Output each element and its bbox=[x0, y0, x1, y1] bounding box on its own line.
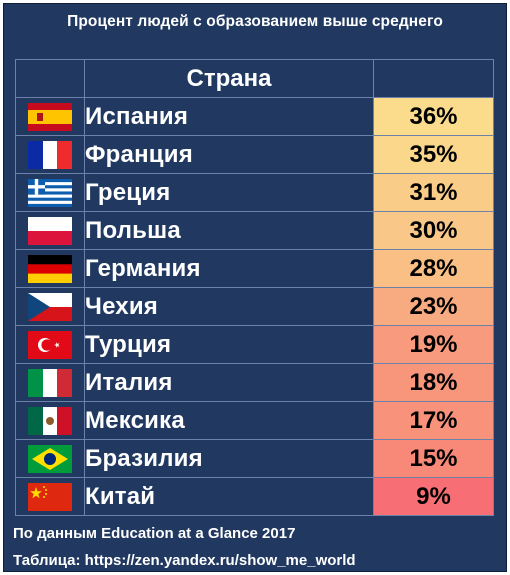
country-name: Германия bbox=[84, 249, 374, 288]
credit-note: Таблица: https://zen.yandex.ru/show_me_w… bbox=[13, 552, 356, 569]
country-name: Польша bbox=[84, 211, 374, 250]
country-name: Франция bbox=[84, 135, 374, 174]
table-row: Франция 35% bbox=[15, 135, 494, 174]
table-frame: Процент людей с образованием выше средне… bbox=[3, 3, 507, 572]
mexico-flag-icon bbox=[28, 406, 72, 435]
country-column-header: Страна bbox=[84, 59, 374, 98]
country-name: Китай bbox=[84, 477, 374, 516]
france-flag-icon bbox=[28, 140, 72, 169]
flag-cell bbox=[15, 287, 85, 326]
china-flag-icon bbox=[28, 482, 72, 511]
source-note: По данным Education at a Glance 2017 bbox=[13, 525, 296, 542]
country-name: Турция bbox=[84, 325, 374, 364]
table-body: Испания 36% Франция 35% Греция 31% Польша 30% Ге… bbox=[15, 97, 494, 516]
percent-value: 31% bbox=[373, 173, 494, 212]
table-row: Мексика 17% bbox=[15, 401, 494, 440]
greece-flag-icon bbox=[28, 178, 72, 207]
flag-cell bbox=[15, 173, 85, 212]
table-row: Польша 30% bbox=[15, 211, 494, 250]
flag-cell bbox=[15, 97, 85, 136]
spain-flag-icon bbox=[28, 102, 72, 131]
country-name: Испания bbox=[84, 97, 374, 136]
table-row: Бразилия 15% bbox=[15, 439, 494, 478]
percent-value: 19% bbox=[373, 325, 494, 364]
table-row: Турция 19% bbox=[15, 325, 494, 364]
flag-cell bbox=[15, 325, 85, 364]
value-column-header bbox=[373, 59, 494, 98]
flag-cell bbox=[15, 477, 85, 516]
page-title: Процент людей с образованием выше средне… bbox=[67, 13, 443, 30]
table-row: Чехия 23% bbox=[15, 287, 494, 326]
percent-value: 23% bbox=[373, 287, 494, 326]
flag-cell bbox=[15, 135, 85, 174]
percent-value: 15% bbox=[373, 439, 494, 478]
table-row: Китай 9% bbox=[15, 477, 494, 516]
germany-flag-icon bbox=[28, 254, 72, 283]
country-name: Мексика bbox=[84, 401, 374, 440]
percent-value: 30% bbox=[373, 211, 494, 250]
italy-flag-icon bbox=[28, 368, 72, 397]
country-name: Бразилия bbox=[84, 439, 374, 478]
percent-value: 36% bbox=[373, 97, 494, 136]
percent-value: 35% bbox=[373, 135, 494, 174]
flag-cell bbox=[15, 211, 85, 250]
percent-value: 17% bbox=[373, 401, 494, 440]
poland-flag-icon bbox=[28, 216, 72, 245]
flag-cell bbox=[15, 249, 85, 288]
data-table: Страна Испания 36% Франция 35% Греция 31% Поль… bbox=[15, 59, 494, 516]
percent-value: 9% bbox=[373, 477, 494, 516]
table-row: Италия 18% bbox=[15, 363, 494, 402]
percent-value: 28% bbox=[373, 249, 494, 288]
czech-flag-icon bbox=[28, 292, 72, 321]
country-name: Греция bbox=[84, 173, 374, 212]
percent-value: 18% bbox=[373, 363, 494, 402]
flag-cell bbox=[15, 439, 85, 478]
flag-cell bbox=[15, 401, 85, 440]
country-name: Чехия bbox=[84, 287, 374, 326]
flag-cell bbox=[15, 363, 85, 402]
table-row: Испания 36% bbox=[15, 97, 494, 136]
brazil-flag-icon bbox=[28, 444, 72, 473]
table-row: Греция 31% bbox=[15, 173, 494, 212]
turkey-flag-icon bbox=[28, 330, 72, 359]
table-header-row: Страна bbox=[15, 59, 494, 98]
flag-column-header bbox=[15, 59, 85, 98]
country-name: Италия bbox=[84, 363, 374, 402]
table-row: Германия 28% bbox=[15, 249, 494, 288]
